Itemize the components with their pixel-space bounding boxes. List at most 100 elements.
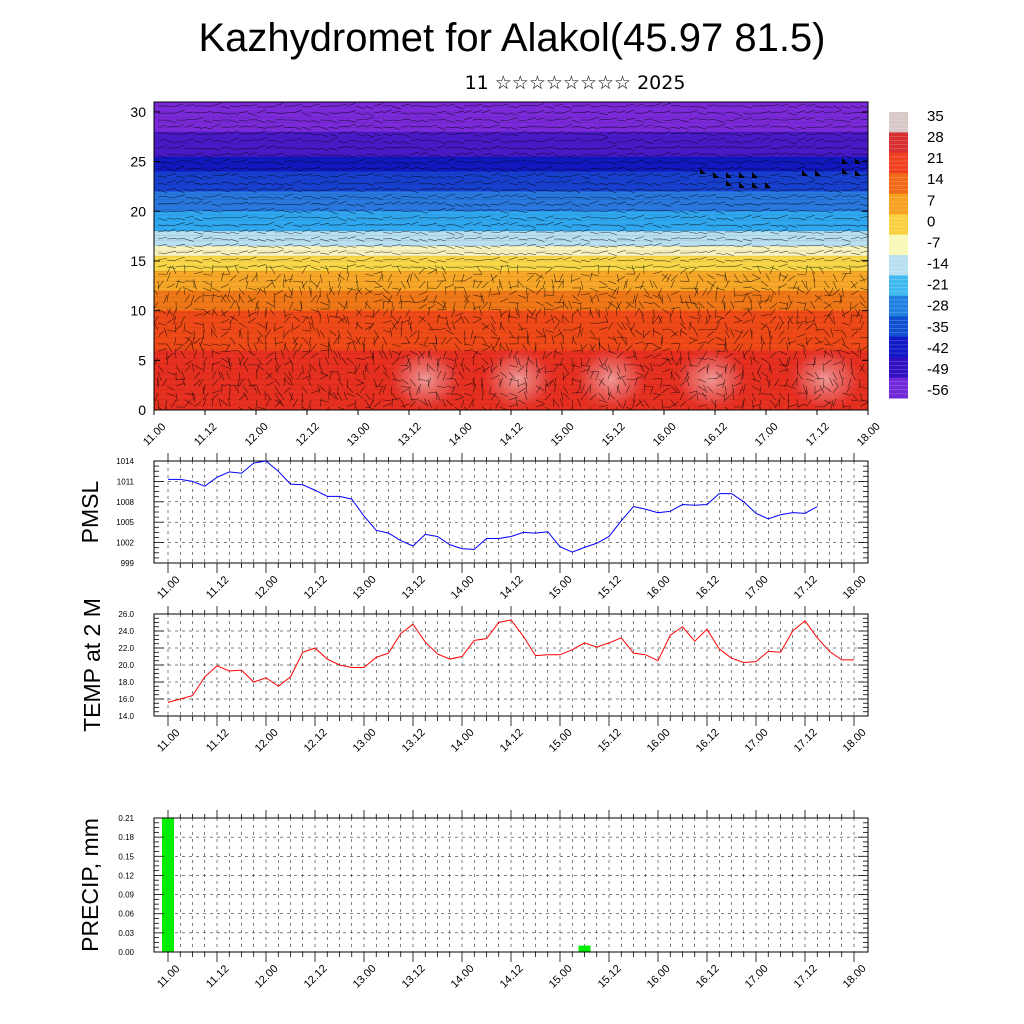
- wind-barb: [508, 396, 518, 401]
- wind-barb: [634, 236, 644, 240]
- wind-barb: [787, 336, 791, 346]
- wind-barb: [733, 161, 743, 164]
- wind-barb: [427, 182, 437, 186]
- wind-barb: [517, 382, 527, 387]
- wind-barb: [436, 202, 446, 205]
- xtick-label: 11.12: [204, 963, 231, 990]
- wind-barb: [238, 215, 248, 219]
- wind-barb: [616, 273, 620, 283]
- wind-barb: [768, 378, 771, 388]
- wind-barb: [166, 356, 169, 366]
- wind-barb: [310, 315, 314, 325]
- wind-barb: [751, 196, 761, 200]
- wind-barb: [625, 147, 635, 152]
- wind-barb: [742, 133, 752, 136]
- wind-barb: [382, 154, 392, 157]
- wind-barb: [733, 320, 743, 324]
- wind-barb: [643, 301, 653, 305]
- wind-barb: [616, 322, 624, 330]
- wind-barb: [751, 278, 761, 282]
- wind-barb: [184, 159, 194, 163]
- wind-barb: [571, 294, 579, 302]
- wind-barb: [247, 308, 251, 318]
- wind-barb: [399, 294, 402, 304]
- pmsl-series-line: [168, 460, 818, 553]
- wind-barb: [409, 221, 419, 226]
- wind-barb: [211, 370, 217, 380]
- wind-barb: [454, 187, 464, 191]
- wind-barb: [382, 245, 392, 248]
- wind-barb: [616, 161, 627, 163]
- xtick-label: 14.12: [498, 727, 526, 755]
- wind-barb: [607, 265, 617, 268]
- wind-barb: [625, 189, 635, 194]
- wind-barb: [274, 182, 284, 186]
- wind-barb: [688, 146, 698, 149]
- wind-barb: [706, 301, 715, 308]
- wind-barb: [589, 294, 594, 304]
- wind-barb: [490, 343, 496, 353]
- wind-barb: [355, 357, 365, 360]
- wind-barb: [436, 328, 446, 331]
- wind-barb: [436, 208, 446, 212]
- wind-barb: [472, 315, 482, 319]
- wind-barb: [787, 385, 797, 390]
- wind-barb: [472, 147, 482, 152]
- wind-barb: [346, 231, 356, 233]
- wind-barb: [435, 335, 438, 345]
- wind-barb: [382, 371, 390, 379]
- wind-barb: [580, 168, 590, 172]
- wind-barb: [850, 139, 860, 142]
- wind-barb: [616, 215, 626, 219]
- wind-barb: [694, 286, 699, 296]
- wind-barb: [387, 280, 393, 290]
- wind-barb: [625, 131, 635, 135]
- wind-barb: [605, 406, 609, 410]
- wind-barb: [445, 266, 455, 269]
- wind-barb: [787, 105, 797, 108]
- wind-barb: [679, 356, 682, 366]
- wind-barb: [391, 322, 398, 331]
- wind-barb: [841, 131, 851, 135]
- wind-barb: [265, 217, 276, 219]
- wind-barb: [199, 342, 204, 352]
- wind-barb: [229, 258, 239, 261]
- wind-barb: [418, 147, 428, 151]
- wind-barb: [265, 111, 275, 114]
- wind-barb: [310, 189, 320, 192]
- wind-barb: [625, 125, 635, 128]
- wind-barb: [805, 371, 814, 378]
- wind-barb: [175, 165, 185, 170]
- wind-barb: [562, 179, 572, 184]
- wind-barb: [823, 175, 833, 179]
- wind-barb: [526, 336, 530, 346]
- wind-barb: [337, 350, 342, 360]
- wind-barb: [382, 126, 392, 128]
- wind-barb: [445, 140, 455, 143]
- wind-barb: [553, 322, 560, 331]
- wind-barb: [607, 238, 617, 243]
- wind-barb: [166, 272, 171, 282]
- wind-barb: [823, 301, 832, 308]
- wind-barb: [279, 392, 285, 401]
- wind-barb: [238, 357, 244, 366]
- wind-barb: [850, 357, 852, 368]
- wind-barb: [580, 159, 590, 163]
- wind-barb: [551, 335, 555, 345]
- wind-barb: [535, 404, 545, 408]
- wind-barb: [211, 147, 221, 152]
- wind-barb: [256, 105, 266, 109]
- wind-barb: [733, 231, 743, 233]
- wind-barb: [301, 257, 311, 261]
- wind-barb: [643, 200, 653, 205]
- wind-barb: [247, 318, 256, 324]
- wind-barb: [325, 265, 330, 275]
- wind-barb: [544, 105, 554, 109]
- wind-barb: [845, 385, 852, 394]
- wind-barb: [589, 329, 596, 338]
- wind-barb: [526, 293, 529, 303]
- cs-xtick-label: 15.00: [549, 421, 577, 449]
- wind-barb: [615, 307, 618, 317]
- wind-barb: [670, 370, 673, 380]
- wind-barb: [526, 287, 535, 293]
